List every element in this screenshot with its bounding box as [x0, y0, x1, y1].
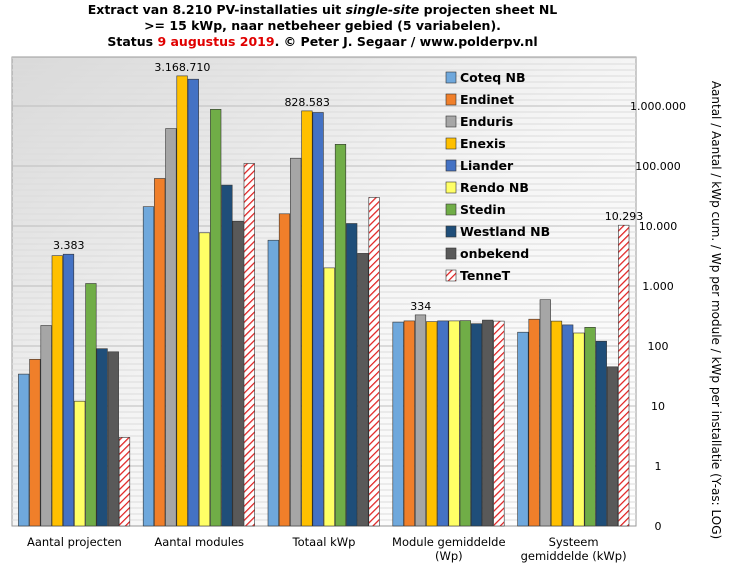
legend-swatch	[445, 181, 457, 194]
bar	[118, 437, 131, 527]
bar	[51, 255, 63, 527]
y-tick-label: 1	[655, 460, 662, 473]
bar	[562, 324, 574, 527]
legend-label: Liander	[460, 158, 514, 173]
bar	[85, 283, 97, 527]
data-labels: 3.383 3.168.710 828.583 334 10.293	[53, 61, 643, 313]
title-line-2: >= 15 kWp, naar netbeheer gebied (5 vari…	[144, 18, 501, 33]
bar	[403, 320, 415, 527]
legend-label: Enexis	[460, 136, 506, 151]
bar	[517, 331, 529, 527]
bar	[606, 366, 619, 527]
bar	[357, 253, 369, 527]
legend-swatch	[445, 71, 457, 84]
bar	[573, 332, 585, 527]
bar	[290, 157, 302, 527]
legend-swatch	[445, 225, 457, 238]
bar	[243, 163, 255, 527]
x-tick-label: Module gemiddelde (Wp)	[392, 535, 506, 563]
bar	[528, 318, 540, 527]
title-line-1: Extract van 8.210 PV-installaties uit si…	[87, 2, 558, 17]
legend: Coteq NB Endinet Enduris Enexis Liander Rendo…	[445, 70, 550, 283]
bar	[176, 75, 188, 527]
x-axis-ticks: Aantal projecten Aantal modules Totaal kWp…	[27, 535, 627, 563]
chart-title: Extract van 8.210 PV-installaties uit si…	[0, 2, 645, 50]
bar	[165, 128, 177, 527]
y-tick-label: 0	[655, 520, 662, 533]
bar	[278, 213, 291, 527]
bar	[482, 319, 494, 527]
legend-swatch	[445, 247, 457, 260]
data-label: 334	[410, 300, 431, 313]
data-label: 3.168.710	[154, 61, 210, 74]
y-tick-label: 10	[651, 400, 665, 413]
bar	[459, 320, 471, 527]
bar	[334, 144, 347, 527]
bar	[368, 197, 380, 527]
legend-label: Rendo NB	[460, 180, 529, 195]
bar	[221, 184, 233, 527]
bar	[437, 320, 449, 527]
bar	[232, 220, 244, 527]
legend-label: Endinet	[460, 92, 514, 107]
bar	[323, 267, 335, 527]
legend-swatch	[445, 115, 457, 128]
x-tick-label: Systeem gemiddelde (kWp)	[521, 535, 627, 563]
bar	[301, 110, 313, 527]
bar	[210, 109, 222, 527]
bar	[470, 323, 483, 527]
legend-swatch	[445, 159, 457, 172]
bar	[96, 348, 108, 527]
legend-label: Stedin	[460, 202, 506, 217]
bar	[107, 351, 119, 527]
bar	[426, 321, 438, 527]
bar	[539, 299, 551, 527]
bar	[62, 253, 75, 527]
y-tick-label: 1.000	[642, 280, 674, 293]
data-label: 10.293	[605, 210, 644, 223]
bar	[40, 325, 52, 527]
y-tick-label: 100.000	[635, 160, 681, 173]
bar	[312, 112, 324, 527]
legend-label: onbekend	[460, 246, 529, 261]
bar	[154, 178, 166, 527]
bar	[18, 373, 30, 527]
y-tick-label: 10.000	[639, 220, 678, 233]
bar	[74, 400, 86, 527]
legend-swatch	[445, 269, 457, 282]
x-tick-label: Aantal modules	[154, 535, 244, 549]
bars	[18, 75, 630, 527]
legend-label: Coteq NB	[460, 70, 526, 85]
data-label: 3.383	[53, 239, 85, 252]
legend-label: TenneT	[460, 268, 511, 283]
legend-swatch	[445, 203, 457, 216]
x-tick-label: Aantal projecten	[27, 535, 122, 549]
title-line-3: Status 9 augustus 2019. © Peter J. Segaa…	[107, 34, 538, 49]
bar	[392, 321, 404, 527]
y-tick-label: 100	[648, 340, 669, 353]
legend-label: Westland NB	[460, 224, 550, 239]
bar	[618, 224, 630, 527]
bar	[267, 239, 279, 527]
legend-swatch	[445, 93, 457, 106]
bar	[198, 232, 211, 527]
bar	[414, 314, 427, 527]
bar	[448, 320, 460, 527]
bar	[584, 326, 596, 527]
legend-label: Enduris	[460, 114, 513, 129]
bar	[550, 320, 563, 527]
bar	[346, 223, 358, 527]
data-label: 828.583	[284, 96, 330, 109]
bar	[595, 340, 607, 527]
bar	[142, 206, 155, 527]
y-axis-label: Aantal / Aantal / kWp cum. / Wp per modu…	[709, 81, 723, 539]
x-tick-label: Totaal kWp	[292, 535, 356, 549]
legend-swatch	[445, 137, 457, 150]
y-tick-label: 1.000.000	[630, 100, 686, 113]
bar	[493, 320, 505, 527]
y-axis-ticks: 0 1 10 100 1.000 10.000 100.000 1.000.000	[630, 100, 686, 533]
bar	[187, 78, 199, 527]
bar	[29, 358, 41, 527]
